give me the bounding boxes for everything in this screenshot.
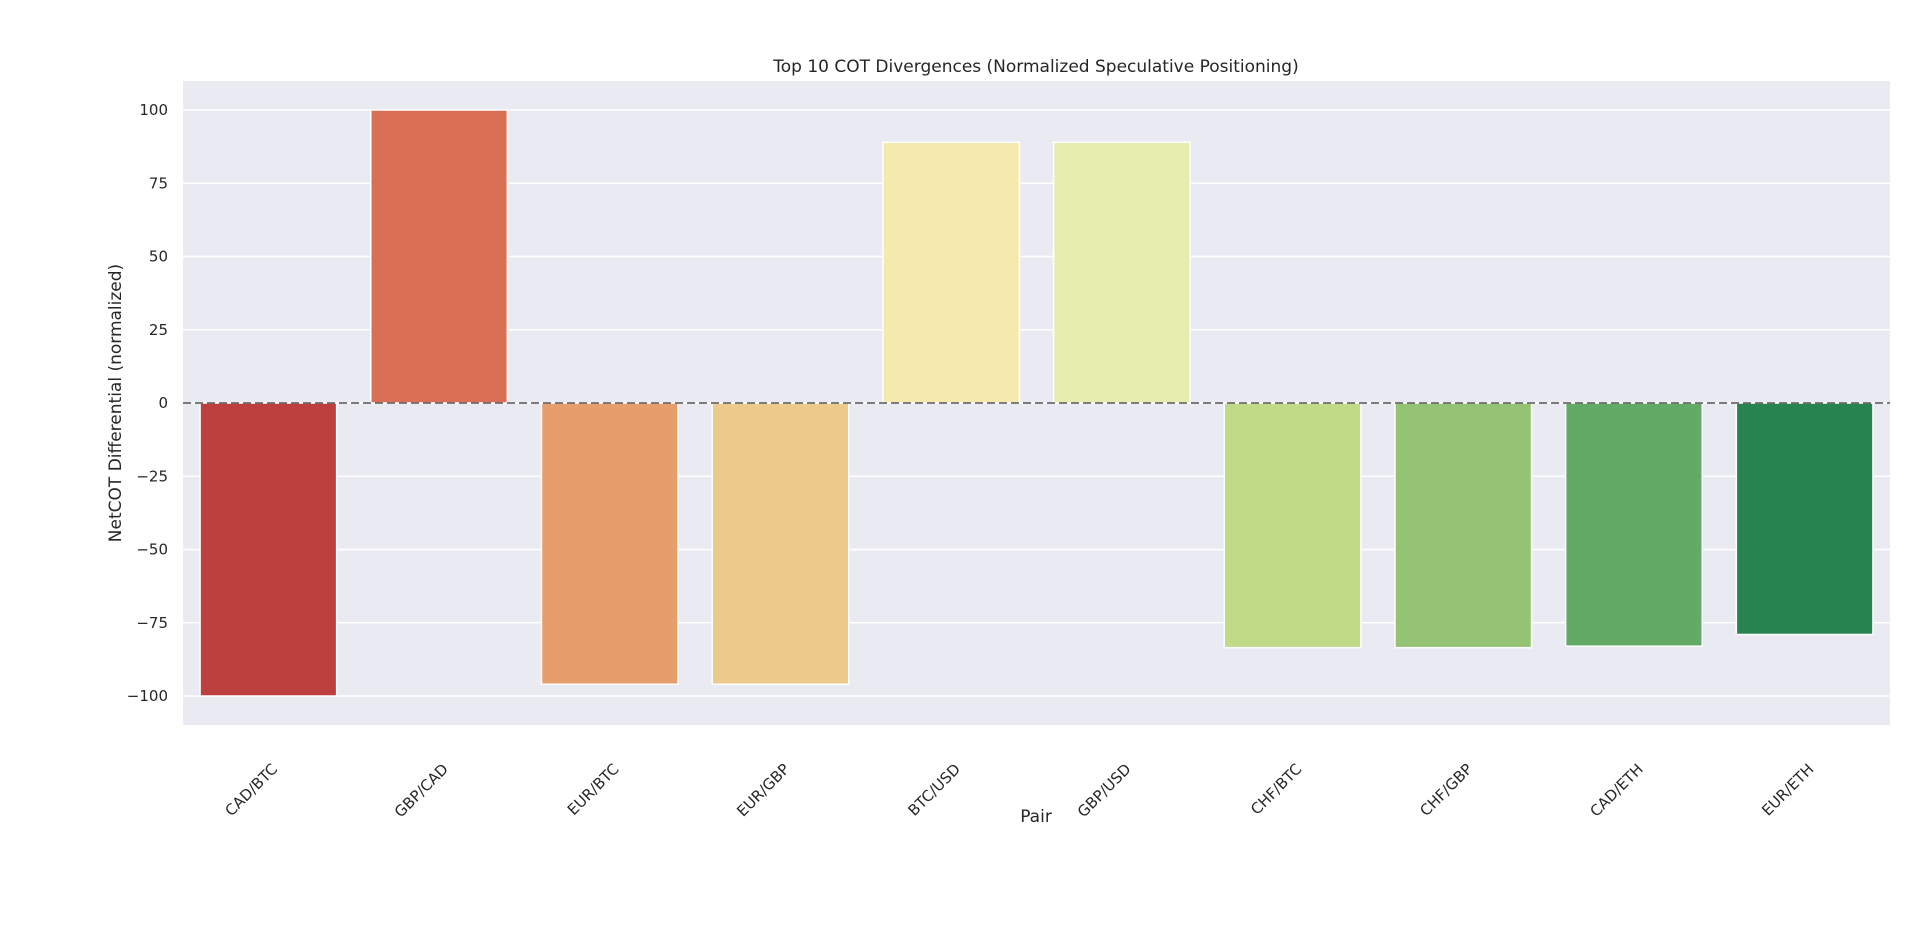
x-tick-label: GBP/CAD (391, 760, 452, 821)
x-tick-label: EUR/ETH (1758, 760, 1817, 819)
bar-chf-gbp (1394, 402, 1533, 649)
bar-eur-btc (540, 402, 679, 686)
y-tick-label: −100 (127, 687, 168, 705)
y-tick-label: 25 (149, 321, 168, 339)
bar-gbp-usd (1052, 141, 1191, 404)
bar-eur-eth (1735, 402, 1874, 636)
x-tick-label: CHF/BTC (1247, 760, 1305, 818)
x-axis-label: Pair (1020, 807, 1052, 827)
bar-gbp-cad (370, 109, 509, 404)
x-tick-label: EUR/GBP (733, 760, 793, 820)
y-tick-label: 100 (139, 101, 168, 119)
y-tick-label: 0 (158, 394, 168, 412)
x-tick-label: CAD/ETH (1586, 760, 1646, 820)
bars (199, 109, 1874, 697)
y-tick-label: 75 (149, 174, 168, 192)
chart-title: Top 10 COT Divergences (Normalized Specu… (772, 57, 1298, 77)
y-tick-label: 50 (149, 248, 168, 266)
y-axis-label: NetCOT Differential (normalized) (106, 264, 126, 542)
x-tick-label: CHF/GBP (1416, 760, 1476, 820)
x-tick-label: BTC/USD (904, 760, 964, 820)
bar-btc-usd (882, 141, 1021, 404)
bar-chf-btc (1223, 402, 1362, 649)
bar-eur-gbp (711, 402, 850, 686)
y-axis-ticks: 100 75 50 25 0 −25 −50 −75 −100 (127, 101, 168, 705)
x-tick-label: GBP/USD (1074, 760, 1135, 821)
y-tick-label: −75 (136, 614, 168, 632)
x-tick-label: CAD/BTC (222, 760, 282, 820)
bar-cad-eth (1564, 402, 1703, 647)
y-tick-label: −25 (136, 467, 168, 485)
bar-cad-btc (199, 402, 338, 697)
y-tick-label: −50 (136, 541, 168, 559)
x-tick-label: EUR/BTC (564, 760, 623, 819)
